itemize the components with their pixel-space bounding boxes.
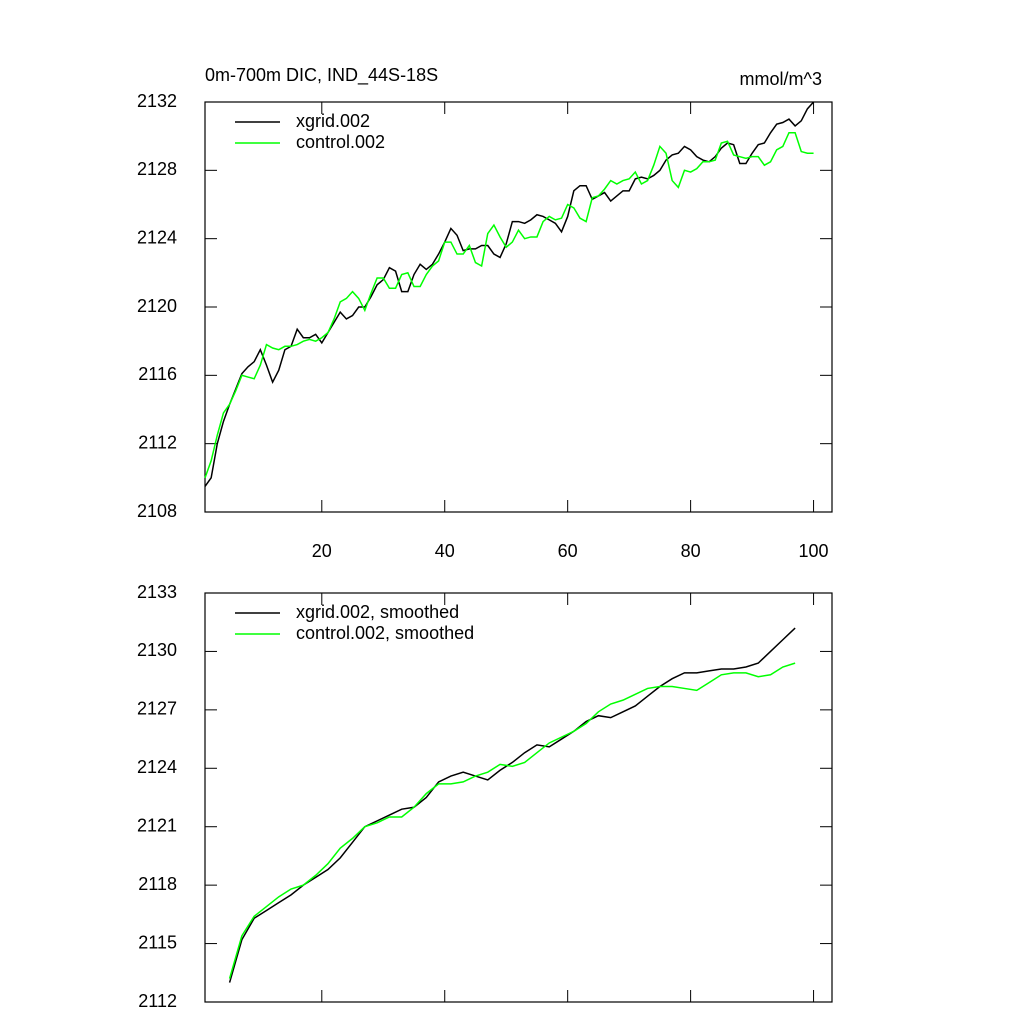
y-tick-label: 2124 xyxy=(137,227,177,247)
legend-label: control.002, smoothed xyxy=(296,623,474,643)
y-tick-label: 2118 xyxy=(138,874,177,894)
legend-label: xgrid.002 xyxy=(296,111,370,131)
units-label: mmol/m^3 xyxy=(740,69,822,89)
y-tick-label: 2115 xyxy=(138,932,177,952)
x-tick-label: 60 xyxy=(558,541,578,561)
y-tick-label: 2130 xyxy=(137,640,177,660)
y-tick-label: 2133 xyxy=(137,582,177,602)
y-tick-label: 2108 xyxy=(137,501,177,521)
data-line xyxy=(204,101,815,487)
data-line xyxy=(204,132,814,479)
x-tick-label: 40 xyxy=(435,541,455,561)
plot-frame xyxy=(204,592,833,1003)
plot-frame xyxy=(204,101,833,513)
x-tick-label: 80 xyxy=(681,541,701,561)
data-line xyxy=(228,662,796,979)
y-tick-label: 2124 xyxy=(137,757,177,777)
x-tick-label: 100 xyxy=(799,541,829,561)
x-tick-label: 20 xyxy=(312,541,332,561)
chart-title: 0m-700m DIC, IND_44S-18S xyxy=(205,65,438,86)
y-tick-label: 2112 xyxy=(138,432,177,452)
legend-label: control.002 xyxy=(296,132,385,152)
y-tick-label: 2121 xyxy=(137,815,177,835)
y-tick-label: 2120 xyxy=(137,296,177,316)
y-tick-label: 2132 xyxy=(137,91,177,111)
y-tick-label: 2112 xyxy=(138,991,177,1011)
y-tick-label: 2128 xyxy=(137,159,177,179)
legend-label: xgrid.002, smoothed xyxy=(296,602,459,622)
data-line xyxy=(228,627,796,983)
y-tick-label: 2116 xyxy=(138,364,177,384)
y-tick-label: 2127 xyxy=(137,699,177,719)
